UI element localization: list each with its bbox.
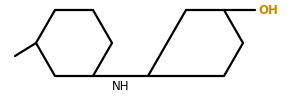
Text: OH: OH [258,4,278,16]
Text: NH: NH [112,80,130,94]
